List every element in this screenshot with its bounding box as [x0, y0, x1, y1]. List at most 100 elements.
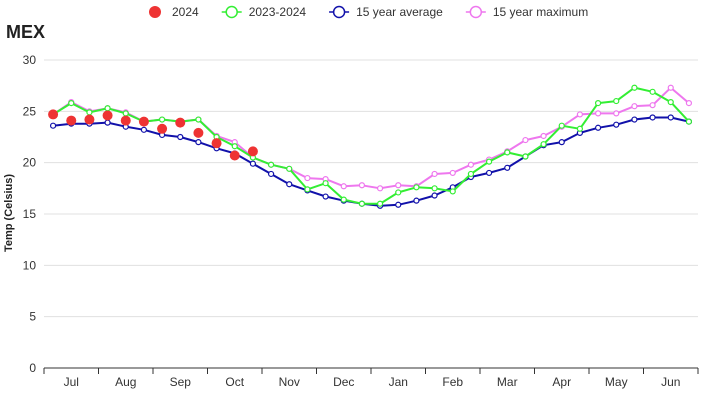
data-point	[613, 110, 620, 117]
x-tick-label-apr: Apr	[552, 375, 571, 389]
data-point	[594, 100, 602, 107]
data-point	[66, 115, 77, 126]
data-point	[193, 127, 204, 138]
gridlines	[44, 59, 698, 318]
x-tick-label-dec: Dec	[333, 375, 354, 389]
data-point	[140, 126, 148, 133]
y-tick-label: 10	[23, 258, 37, 272]
data-point	[340, 183, 347, 190]
data-point	[229, 150, 240, 161]
data-point	[195, 116, 202, 123]
series-15-year-maximum	[49, 84, 693, 192]
data-point	[449, 188, 456, 195]
data-point	[685, 100, 693, 107]
legend-marker	[332, 5, 346, 19]
data-point	[649, 114, 656, 121]
data-point	[631, 103, 638, 110]
x-tick-label-jul: Jul	[64, 375, 79, 389]
data-point	[667, 84, 674, 91]
data-point	[485, 169, 493, 177]
data-point	[558, 122, 565, 129]
data-point	[467, 170, 475, 178]
data-point	[304, 174, 311, 182]
legend[interactable]: 2024 2023-2024 15 year average 15 year maxi…	[149, 5, 588, 19]
y-axis-ticks: 0 5 10 15 20 25 30	[23, 53, 37, 375]
legend-item-2024[interactable]: 2024	[149, 5, 199, 19]
y-tick-label: 30	[23, 53, 37, 67]
data-point	[322, 193, 329, 200]
data-point	[631, 84, 638, 91]
data-point	[49, 122, 57, 129]
legend-marker	[149, 6, 161, 18]
data-point	[613, 97, 620, 105]
data-point	[157, 123, 168, 134]
series-15-year-average	[49, 114, 693, 209]
data-point	[522, 136, 529, 144]
x-tick-label-sep: Sep	[170, 375, 192, 389]
data-point	[431, 185, 438, 192]
legend-label: 15 year average	[356, 5, 443, 19]
legend-item-15-year-maximum[interactable]: 15 year maximum	[465, 5, 588, 19]
data-point	[247, 146, 258, 157]
data-point	[431, 192, 438, 199]
data-point	[413, 184, 420, 191]
data-point	[120, 115, 131, 126]
y-tick-label: 0	[29, 361, 36, 375]
x-tick-label-oct: Oct	[225, 375, 244, 389]
data-point	[358, 200, 366, 207]
data-point	[211, 138, 222, 149]
x-tick-label-nov: Nov	[279, 375, 300, 389]
data-point	[48, 109, 59, 120]
data-point	[376, 185, 384, 192]
x-tick-label-may: May	[605, 375, 628, 389]
data-point	[576, 111, 584, 118]
data-point	[322, 180, 329, 187]
data-point	[195, 139, 202, 146]
data-point	[177, 133, 184, 141]
data-point	[84, 114, 95, 125]
data-point	[286, 181, 293, 188]
legend-item-15-year-average[interactable]: 15 year average	[329, 5, 443, 19]
data-point	[158, 116, 166, 123]
data-point	[104, 105, 111, 112]
x-axis: Jul Aug Sep Oct Nov Dec Jan Feb Mar Apr May Jun	[43, 367, 699, 389]
data-point	[138, 116, 149, 127]
data-point	[467, 161, 475, 168]
y-axis-title: Temp (Celsius)	[3, 174, 15, 252]
data-point	[286, 165, 293, 172]
data-point	[340, 196, 347, 203]
chart-title: MEX	[6, 22, 45, 42]
legend-label: 2023-2024	[249, 5, 307, 19]
series-layer	[48, 84, 693, 209]
x-tick-label-jan: Jan	[389, 375, 408, 389]
data-point	[613, 121, 620, 128]
data-point	[376, 200, 384, 207]
legend-marker	[469, 5, 483, 19]
data-point	[395, 189, 402, 196]
data-point	[631, 116, 638, 123]
data-point	[522, 153, 529, 160]
data-point	[249, 160, 257, 167]
data-point	[104, 119, 111, 126]
y-tick-label: 5	[29, 310, 36, 324]
legend-item-2023-2024[interactable]: 2023-2024	[221, 5, 307, 19]
data-point	[504, 149, 511, 156]
y-tick-label: 20	[23, 156, 37, 170]
data-point	[431, 170, 438, 178]
data-point	[175, 117, 186, 128]
series-2024	[48, 109, 258, 161]
data-point	[267, 161, 275, 168]
x-tick-label-jun: Jun	[661, 375, 680, 389]
data-point	[304, 186, 311, 193]
data-point	[649, 88, 656, 95]
data-point	[667, 98, 674, 106]
data-point	[122, 110, 129, 117]
series-2023-2024	[49, 84, 693, 207]
series-line-15-year-maximum	[52, 86, 690, 190]
legend-marker	[225, 5, 238, 19]
x-tick-label-aug: Aug	[115, 375, 136, 389]
data-point	[558, 139, 565, 146]
data-point	[667, 114, 674, 121]
